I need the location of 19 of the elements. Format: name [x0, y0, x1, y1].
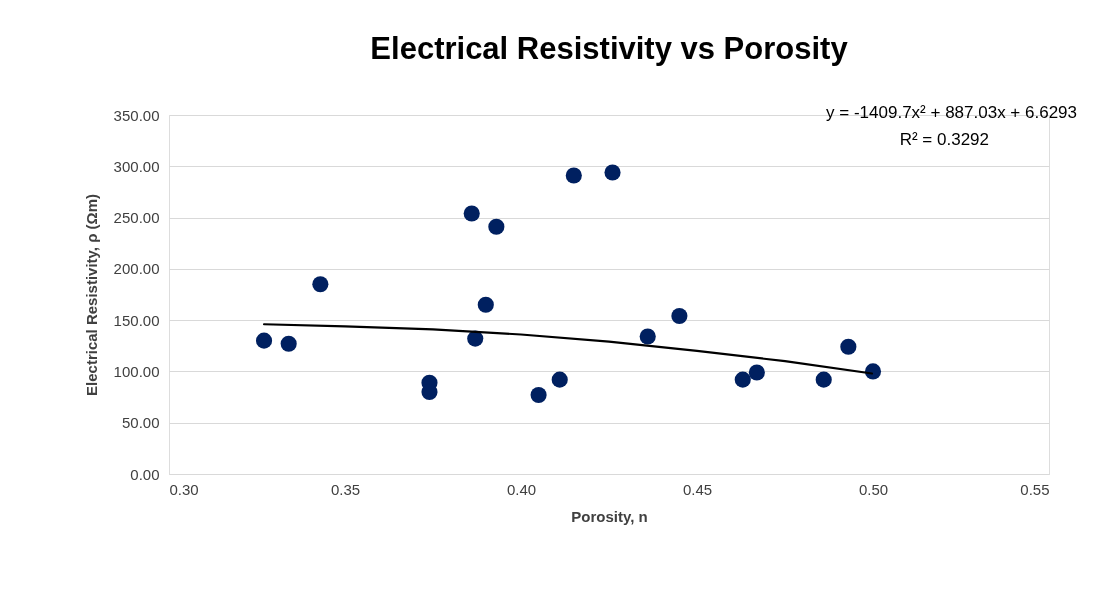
y-tick-label: 150.00	[113, 311, 160, 329]
y-tick-label: 250.00	[113, 209, 160, 227]
y-tick-label: 200.00	[113, 260, 160, 278]
annotation: y = -1409.7x² + 887.03x + 6.6293	[826, 103, 1077, 122]
y-tick-label: 300.00	[113, 157, 160, 175]
x-axis-title: Porosity, n	[571, 507, 648, 525]
x-tick-label: 0.55	[1020, 480, 1050, 498]
x-tick-label: 0.45	[682, 480, 713, 498]
chart-title: Electrical Resistivity vs Porosity	[370, 31, 849, 66]
y-tick-label: 350.00	[113, 106, 160, 124]
y-tick-label: 50.00	[121, 414, 160, 432]
x-tick-label: 0.50	[858, 480, 889, 498]
y-axis-title: Electrical Resistivity, ρ (Ωm)	[82, 194, 100, 396]
x-tick-label: 0.35	[330, 480, 361, 498]
y-tick-label: 0.00	[130, 465, 160, 483]
y-tick-label: 100.00	[113, 362, 160, 380]
x-tick-label: 0.40	[506, 480, 537, 498]
annotation: R² = 0.3292	[899, 130, 989, 149]
x-tick-label: 0.30	[169, 480, 199, 498]
